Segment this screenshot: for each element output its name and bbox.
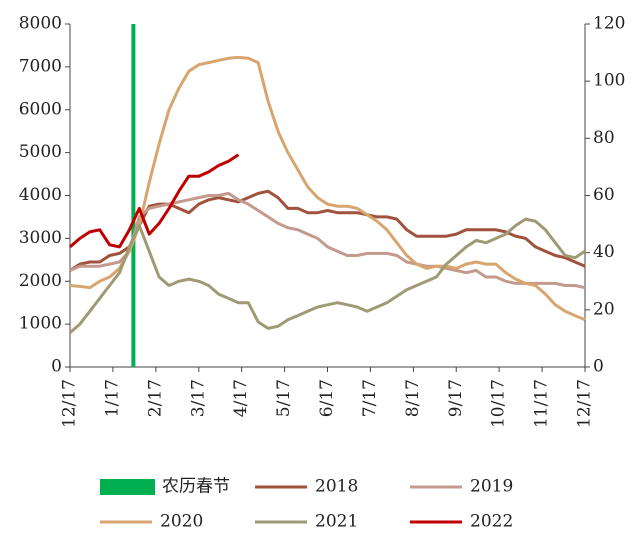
legend-label: 2021	[315, 512, 358, 532]
legend-label: 农历春节	[162, 477, 230, 497]
series-line	[69, 189, 586, 272]
y-tick-label: 0	[51, 357, 62, 377]
y2-tick-label: 60	[593, 185, 615, 205]
x-tick-label: 2/17	[145, 379, 165, 417]
y2-tick-label: 120	[593, 14, 625, 34]
y-tick-label: 3000	[19, 228, 62, 248]
series-line	[69, 55, 586, 322]
series-line	[69, 153, 240, 249]
x-tick-label: 12/17	[60, 379, 80, 428]
series-line	[69, 217, 586, 334]
x-tick-label: 7/17	[360, 379, 380, 417]
y2-tick-label: 40	[593, 242, 615, 262]
x-tick-label: 5/17	[274, 379, 294, 417]
x-tick-label: 3/17	[188, 379, 208, 417]
x-tick-label: 8/17	[403, 379, 423, 417]
x-tick-label: 11/17	[532, 379, 552, 428]
x-tick-label: 12/17	[575, 379, 595, 428]
legend-label: 2019	[470, 477, 513, 497]
y-tick-label: 8000	[19, 14, 62, 34]
spring-festival-bar	[131, 24, 136, 367]
x-tick-label: 1/17	[102, 379, 122, 417]
y-tick-label: 7000	[19, 56, 62, 76]
legend-label: 2022	[470, 512, 513, 532]
x-tick-label: 10/17	[489, 379, 509, 428]
y-tick-label: 4000	[19, 185, 62, 205]
y2-tick-label: 100	[593, 71, 625, 91]
y2-tick-label: 80	[593, 128, 615, 148]
x-tick-label: 4/17	[231, 379, 251, 417]
y2-tick-label: 0	[593, 357, 604, 377]
legend-swatch	[100, 479, 155, 495]
y-tick-label: 2000	[19, 271, 62, 291]
legend-label: 2020	[160, 512, 203, 532]
y-tick-label: 5000	[19, 142, 62, 162]
y-tick-label: 1000	[19, 314, 62, 334]
legend-label: 2018	[315, 477, 358, 497]
y2-tick-label: 20	[593, 299, 615, 319]
x-tick-label: 6/17	[317, 379, 337, 417]
series-line	[69, 191, 586, 290]
x-tick-label: 9/17	[446, 379, 466, 417]
y-tick-label: 6000	[19, 99, 62, 119]
